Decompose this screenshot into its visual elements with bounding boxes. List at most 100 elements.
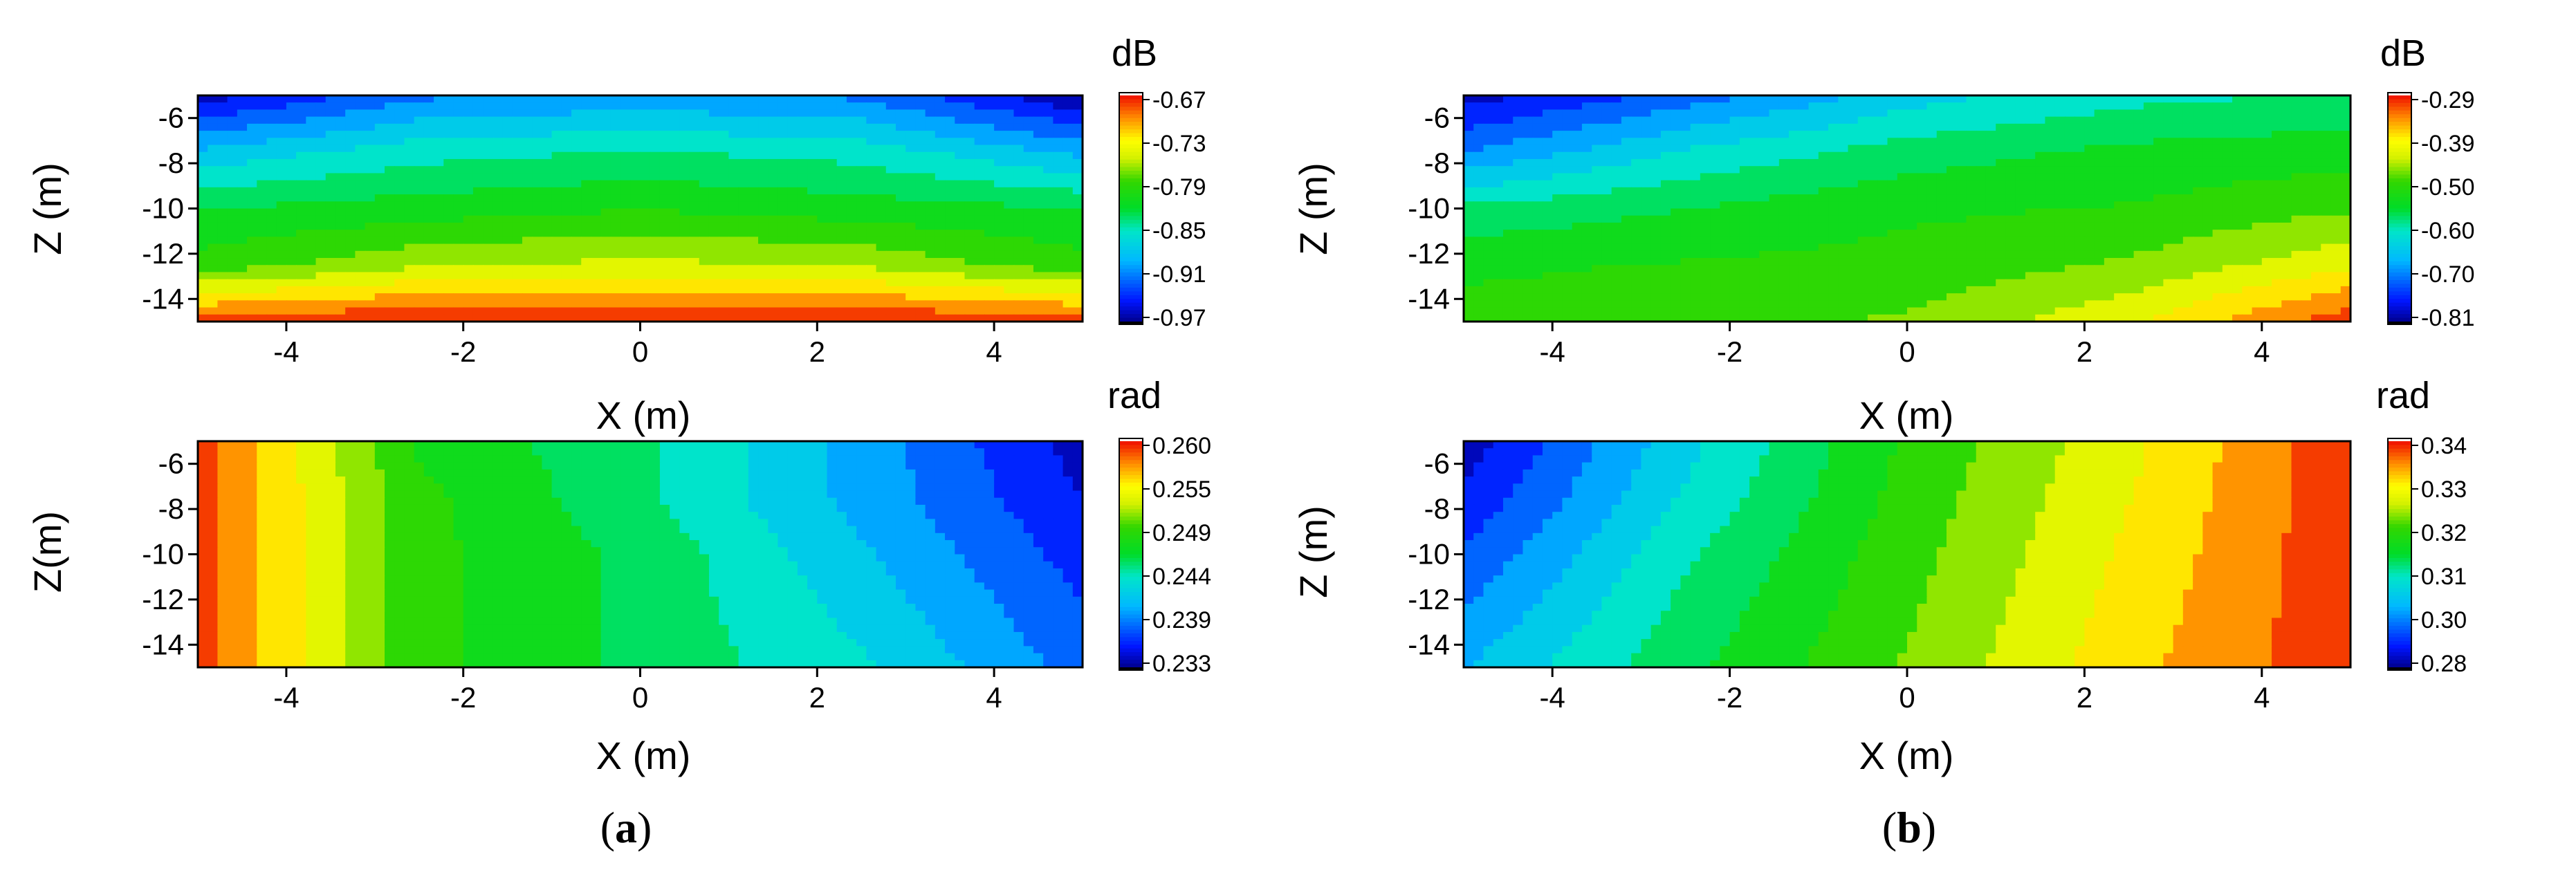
contour-cell: [1043, 166, 1054, 174]
contour-cell: [1053, 250, 1064, 259]
contour-cell: [394, 554, 405, 562]
contour-cell: [355, 166, 366, 174]
contour-cell: [483, 490, 494, 499]
contour-cell: [227, 272, 238, 280]
contour-cell: [1072, 279, 1083, 287]
contour-cell: [836, 504, 847, 512]
contour-cell: [493, 151, 504, 160]
contour-cell: [472, 504, 484, 512]
contour-cell: [797, 455, 808, 463]
contour-cell: [561, 250, 572, 259]
contour-cell: [296, 123, 307, 131]
contour-cell: [472, 138, 484, 146]
contour-cell: [817, 222, 828, 230]
contour-cell: [453, 95, 464, 104]
contour-cell: [679, 158, 690, 167]
contour-cell: [374, 483, 385, 492]
contour-cell: [434, 469, 445, 477]
contour-cell: [257, 448, 268, 456]
colorbar-swatch: [1119, 125, 1143, 130]
contour-cell: [365, 307, 376, 315]
contour-cell: [955, 250, 966, 259]
contour-cell: [630, 462, 641, 470]
contour-cell: [915, 243, 926, 252]
contour-cell: [876, 561, 887, 569]
contour-cell: [630, 173, 641, 181]
contour-cell: [807, 504, 818, 512]
contour-cell: [591, 102, 602, 111]
contour-cell: [591, 279, 602, 287]
contour-cell: [286, 138, 297, 146]
contour-cell: [817, 575, 828, 584]
contour-cell: [994, 483, 1005, 492]
contour-cell: [1013, 208, 1024, 216]
contour-cell: [955, 448, 966, 456]
contour-cell: [817, 441, 828, 449]
contour-cell: [483, 519, 494, 527]
contour-cell: [787, 201, 798, 210]
contour-cell: [1023, 504, 1034, 512]
contour-cell: [699, 483, 710, 492]
contour-cell: [787, 547, 798, 555]
contour-cell: [827, 512, 838, 520]
contour-cell: [994, 166, 1005, 174]
contour-cell: [1043, 116, 1054, 124]
contour-cell: [522, 279, 533, 287]
contour-cell: [394, 547, 405, 555]
contour-cell: [591, 250, 602, 259]
contour-cell: [778, 131, 789, 139]
contour-cell: [355, 194, 366, 203]
contour-cell: [817, 102, 828, 111]
contour-cell: [394, 448, 405, 456]
contour-cell: [542, 314, 553, 322]
contour-cell: [472, 166, 484, 174]
contour-cell: [483, 173, 494, 181]
contour-cell: [856, 547, 867, 555]
contour-cell: [1053, 151, 1064, 160]
contour-cell: [266, 265, 277, 273]
contour-cell: [404, 526, 415, 534]
contour-cell: [1043, 589, 1054, 597]
contour-cell: [670, 222, 681, 230]
contour-cell: [915, 490, 926, 499]
contour-cell: [365, 462, 376, 470]
contour-cell: [463, 258, 474, 266]
contour-cell: [404, 540, 415, 548]
contour-cell: [974, 138, 985, 146]
contour-cell: [1053, 109, 1064, 118]
colorbar-swatch: [1119, 144, 1143, 149]
contour-cell: [266, 151, 277, 160]
contour-cell: [699, 561, 710, 569]
contour-cell: [571, 582, 582, 591]
contour-cell: [423, 582, 434, 591]
contour-cell: [325, 243, 336, 252]
contour-cell: [885, 222, 896, 230]
contour-cell: [247, 512, 258, 520]
contour-cell: [443, 526, 454, 534]
contour-cell: [895, 575, 906, 584]
contour-cell: [443, 589, 454, 597]
contour-cell: [1062, 201, 1074, 210]
contour-cell: [689, 116, 700, 124]
contour-cell: [315, 286, 326, 294]
contour-cell: [778, 145, 789, 153]
contour-cell: [670, 314, 681, 322]
contour-cell: [945, 116, 956, 124]
contour-cell: [689, 532, 700, 541]
contour-cell: [493, 286, 504, 294]
contour-cell: [827, 230, 838, 238]
contour-cell: [247, 265, 258, 273]
contour-cell: [817, 448, 828, 456]
contour-cell: [1023, 109, 1034, 118]
contour-cell: [404, 547, 415, 555]
contour-cell: [699, 102, 710, 111]
contour-cell: [404, 131, 415, 139]
contour-cell: [670, 187, 681, 195]
contour-cell: [512, 272, 523, 280]
contour-cell: [591, 258, 602, 266]
contour-cell: [994, 497, 1005, 506]
contour-cell: [670, 462, 681, 470]
contour-cell: [787, 532, 798, 541]
contour-cell: [984, 504, 995, 512]
contour-cell: [866, 109, 877, 118]
